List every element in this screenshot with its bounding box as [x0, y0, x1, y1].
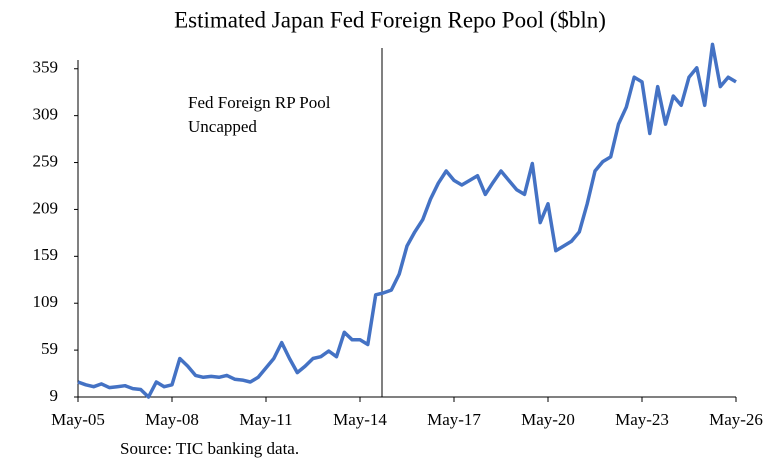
x-tick-label: May-11 [239, 410, 292, 429]
y-tick-label: 309 [33, 105, 59, 124]
y-tick-label: 109 [33, 292, 59, 311]
x-tick-label: May-14 [333, 410, 387, 429]
chart-title: Estimated Japan Fed Foreign Repo Pool ($… [174, 7, 606, 32]
x-tick-label: May-23 [615, 410, 669, 429]
x-tick-label: May-20 [521, 410, 575, 429]
y-tick-label: 359 [33, 58, 59, 77]
data-line [77, 42, 737, 399]
y-tick-label: 259 [33, 151, 59, 170]
y-tick-label: 159 [33, 245, 59, 264]
annotation: Fed Foreign RP Pool [188, 93, 331, 112]
x-tick-label: May-05 [51, 410, 105, 429]
y-tick-label: 209 [33, 198, 59, 217]
y-tick-label: 9 [50, 386, 59, 405]
annotation: Uncapped [188, 117, 257, 136]
x-tick-label: May-08 [145, 410, 199, 429]
x-tick-label: May-17 [427, 410, 481, 429]
source-note: Source: TIC banking data. [120, 439, 299, 458]
y-tick-label: 59 [41, 339, 58, 358]
x-tick-label: May-26 [709, 410, 763, 429]
